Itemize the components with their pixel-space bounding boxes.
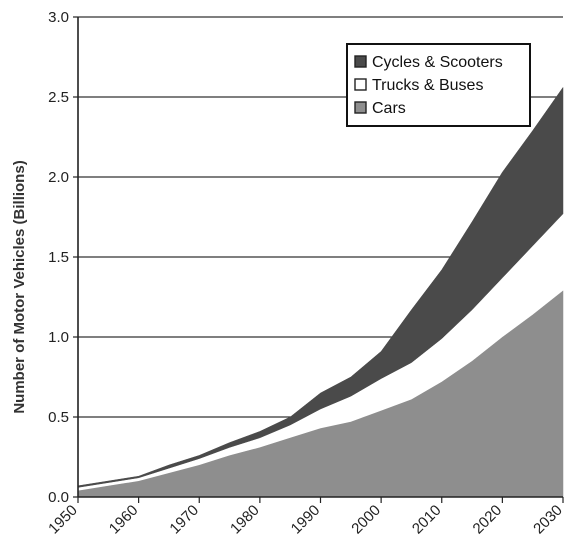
x-tick-label-5: 2000 (348, 502, 384, 538)
legend-box (346, 43, 531, 127)
x-tick-label-7: 2020 (470, 502, 506, 538)
y-tick-label-2: 1.0 (48, 329, 69, 346)
y-tick-label-3: 1.5 (48, 249, 69, 266)
y-tick-label-4: 2.0 (48, 169, 69, 186)
legend-label-cycles-scooters: Cycles & Scooters (372, 54, 503, 71)
area-cycles-scooters (77, 86, 564, 488)
area-series (77, 86, 564, 498)
x-tick-label-3: 1980 (227, 502, 263, 538)
x-tick-label-2: 1970 (166, 502, 202, 538)
y-tick-label-5: 2.5 (48, 89, 69, 106)
area-trucks-buses (78, 213, 563, 491)
legend-swatch-cycles-scooters (354, 55, 367, 68)
x-tick-label-8: 2030 (530, 502, 564, 538)
y-tick-label-1: 0.5 (48, 409, 69, 426)
x-tick-label-1: 1960 (106, 502, 142, 538)
y-axis-label: Number of Motor Vehicles (Billions) (11, 160, 28, 413)
legend-swatch-cars (354, 101, 367, 114)
x-tick-label-0: 1950 (45, 502, 81, 538)
x-tick-label-6: 2010 (409, 502, 445, 538)
y-tick-labels: 0.0 0.5 1.0 1.5 2.0 2.5 3.0 (48, 9, 78, 506)
legend-label-cars: Cars (372, 100, 406, 117)
y-tick-label-6: 3.0 (48, 9, 69, 26)
x-tick-label-4: 1990 (288, 502, 324, 538)
legend-label-trucks-buses: Trucks & Buses (372, 77, 483, 94)
legend-swatch-trucks-buses (354, 78, 367, 91)
x-tick-labels: 1950 1960 1970 1980 1990 2000 2010 2020 2030 (45, 497, 564, 537)
legend: Cycles & Scooters Trucks & Buses Cars (346, 43, 531, 127)
y-tick-label-0: 0.0 (48, 489, 69, 506)
